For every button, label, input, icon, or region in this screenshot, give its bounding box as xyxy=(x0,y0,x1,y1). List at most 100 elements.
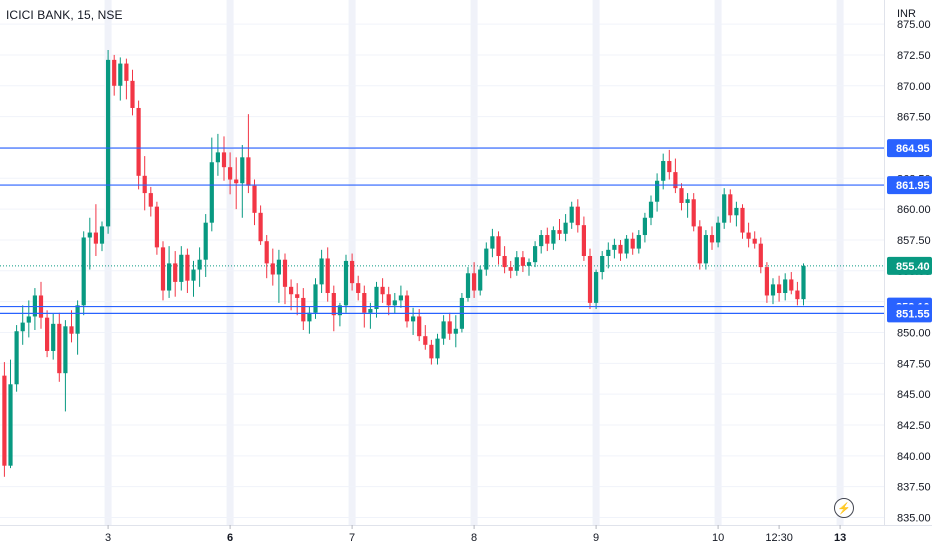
currency-label: INR xyxy=(897,8,916,20)
candle-body xyxy=(490,236,495,249)
candle-body xyxy=(612,244,617,250)
candle xyxy=(179,246,184,291)
candle xyxy=(630,232,635,255)
candle xyxy=(252,179,257,226)
lightning-icon[interactable]: ⚡ xyxy=(834,498,854,518)
candle-body xyxy=(685,199,690,203)
horizontal-levels[interactable] xyxy=(0,147,884,314)
candle xyxy=(295,283,300,316)
candle xyxy=(276,249,281,303)
candle-body xyxy=(758,243,763,268)
candle xyxy=(789,272,794,295)
candle-body xyxy=(124,63,129,81)
candle xyxy=(423,325,428,350)
candle xyxy=(514,251,519,276)
candle-body xyxy=(417,316,422,337)
candle-body xyxy=(411,316,416,322)
candle-body xyxy=(453,328,458,334)
candle-body xyxy=(642,217,647,236)
candle xyxy=(453,315,458,348)
candle-body xyxy=(32,295,37,317)
candle-body xyxy=(472,273,477,291)
candle xyxy=(350,253,355,291)
candle xyxy=(45,310,50,358)
candle-body xyxy=(667,161,672,173)
last-price-label-text: 855.40 xyxy=(896,261,930,273)
session-band xyxy=(592,0,600,525)
candle xyxy=(160,241,166,301)
candle xyxy=(429,339,434,365)
candle xyxy=(673,158,678,194)
candle-body xyxy=(465,273,471,298)
last-price-label: 855.40 xyxy=(887,256,932,275)
candle-body xyxy=(441,321,446,339)
candle-body xyxy=(87,232,92,238)
candle xyxy=(289,279,294,311)
candle xyxy=(716,216,721,248)
time-axis[interactable]: 3 6 7 8 9 10 12:30 13 xyxy=(105,525,846,544)
candle-body xyxy=(648,201,654,218)
candle-body xyxy=(240,157,245,184)
candle-body xyxy=(587,255,593,303)
candle-body xyxy=(392,300,397,306)
candle-body xyxy=(661,161,666,181)
price-tick-label: 872.50 xyxy=(897,50,931,62)
candle xyxy=(124,58,129,100)
candle-body xyxy=(289,286,294,295)
candle xyxy=(435,333,440,365)
candle xyxy=(581,216,586,261)
candle-body xyxy=(356,283,361,294)
candle-body xyxy=(252,185,257,213)
candle-body xyxy=(234,179,239,184)
candle xyxy=(411,307,416,335)
candle xyxy=(417,309,422,342)
candle-body xyxy=(679,188,684,203)
candle-body xyxy=(600,255,605,273)
candle xyxy=(264,235,269,279)
level-price-label-text: 861.95 xyxy=(896,180,930,192)
candle-body xyxy=(160,247,166,291)
candle-body xyxy=(264,241,269,264)
candle xyxy=(234,157,239,210)
candle-body xyxy=(325,258,330,294)
candle-body xyxy=(99,226,105,244)
candle xyxy=(2,362,7,477)
candle xyxy=(374,281,379,318)
candle xyxy=(75,300,80,355)
candle-body xyxy=(142,175,147,194)
candle xyxy=(764,262,769,303)
candle xyxy=(484,242,489,276)
candle-body xyxy=(63,326,68,374)
candle-body xyxy=(106,59,111,227)
candle xyxy=(8,359,13,469)
candle xyxy=(777,275,782,302)
candle xyxy=(398,285,403,308)
candle xyxy=(618,239,623,261)
level-price-label-text: 851.55 xyxy=(896,308,930,320)
price-tick-label: 867.50 xyxy=(897,112,931,124)
candle-body xyxy=(630,238,635,249)
candle xyxy=(594,269,599,310)
candle-body xyxy=(368,309,373,313)
candle xyxy=(648,195,654,226)
candle-body xyxy=(130,80,135,108)
candle-body xyxy=(276,259,281,275)
candle xyxy=(26,300,31,338)
price-tick-label: 847.50 xyxy=(897,358,931,370)
candle-body xyxy=(636,235,641,249)
candle-body xyxy=(191,269,196,281)
candle xyxy=(319,249,324,294)
candle-body xyxy=(673,172,678,189)
candle-body xyxy=(112,59,117,86)
candle xyxy=(331,285,336,332)
candle xyxy=(142,156,147,211)
candle-body xyxy=(423,336,428,345)
candle xyxy=(32,288,37,331)
candle-body xyxy=(569,206,574,223)
candle xyxy=(465,267,471,302)
candle-body xyxy=(539,235,544,247)
candle-body xyxy=(20,322,25,332)
candle-body xyxy=(270,263,275,275)
level-price-label-bg xyxy=(887,139,932,158)
